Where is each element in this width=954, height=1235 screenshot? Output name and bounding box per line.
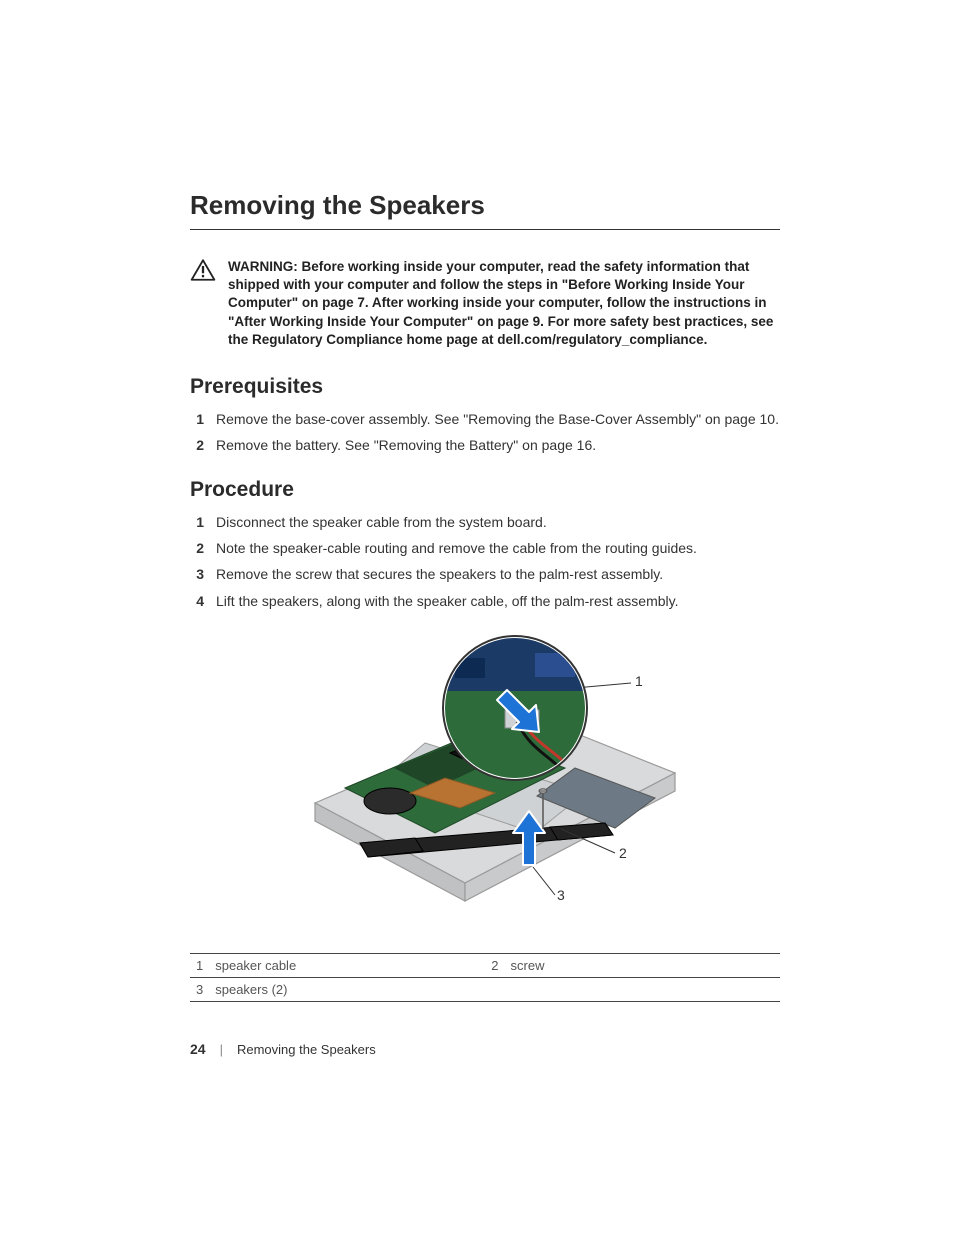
figure-legend-table: 1 speaker cable 2 screw 3 speakers (2) [190, 953, 780, 1002]
section-heading-procedure: Procedure [190, 478, 780, 502]
list-item: 1Remove the base-cover assembly. See "Re… [190, 409, 780, 429]
warning-label: WARNING: [228, 259, 298, 274]
prerequisites-list: 1Remove the base-cover assembly. See "Re… [190, 409, 780, 456]
page-title: Removing the Speakers [190, 190, 780, 230]
table-row: 3 speakers (2) [190, 977, 780, 1001]
warning-text: WARNING: Before working inside your comp… [228, 258, 780, 349]
footer-separator: | [220, 1042, 223, 1057]
list-item: 1Disconnect the speaker cable from the s… [190, 512, 780, 532]
callout-label-2: 2 [619, 845, 627, 861]
list-item: 2Remove the battery. See "Removing the B… [190, 435, 780, 455]
callout-label-1: 1 [635, 673, 643, 689]
warning-icon [190, 258, 216, 287]
legend-label: speaker cable [209, 953, 485, 977]
warning-body: Before working inside your computer, rea… [228, 259, 773, 347]
warning-block: WARNING: Before working inside your comp… [190, 258, 780, 349]
page-number: 24 [190, 1041, 206, 1057]
laptop-internals-figure: 1 2 3 [275, 633, 695, 933]
list-item: 3Remove the screw that secures the speak… [190, 564, 780, 584]
table-row: 1 speaker cable 2 screw [190, 953, 780, 977]
legend-num: 2 [485, 953, 504, 977]
figure-container: 1 2 3 [190, 633, 780, 933]
legend-num: 3 [190, 977, 209, 1001]
callout-label-3: 3 [557, 887, 565, 903]
legend-label: speakers (2) [209, 977, 485, 1001]
legend-label: screw [505, 953, 780, 977]
list-item: 4Lift the speakers, along with the speak… [190, 591, 780, 611]
footer-chapter: Removing the Speakers [237, 1042, 376, 1057]
page-footer: 24 | Removing the Speakers [190, 1041, 376, 1057]
legend-num: 1 [190, 953, 209, 977]
procedure-list: 1Disconnect the speaker cable from the s… [190, 512, 780, 611]
list-item: 2Note the speaker-cable routing and remo… [190, 538, 780, 558]
manual-page: Removing the Speakers WARNING: Before wo… [0, 0, 954, 1235]
section-heading-prerequisites: Prerequisites [190, 375, 780, 399]
